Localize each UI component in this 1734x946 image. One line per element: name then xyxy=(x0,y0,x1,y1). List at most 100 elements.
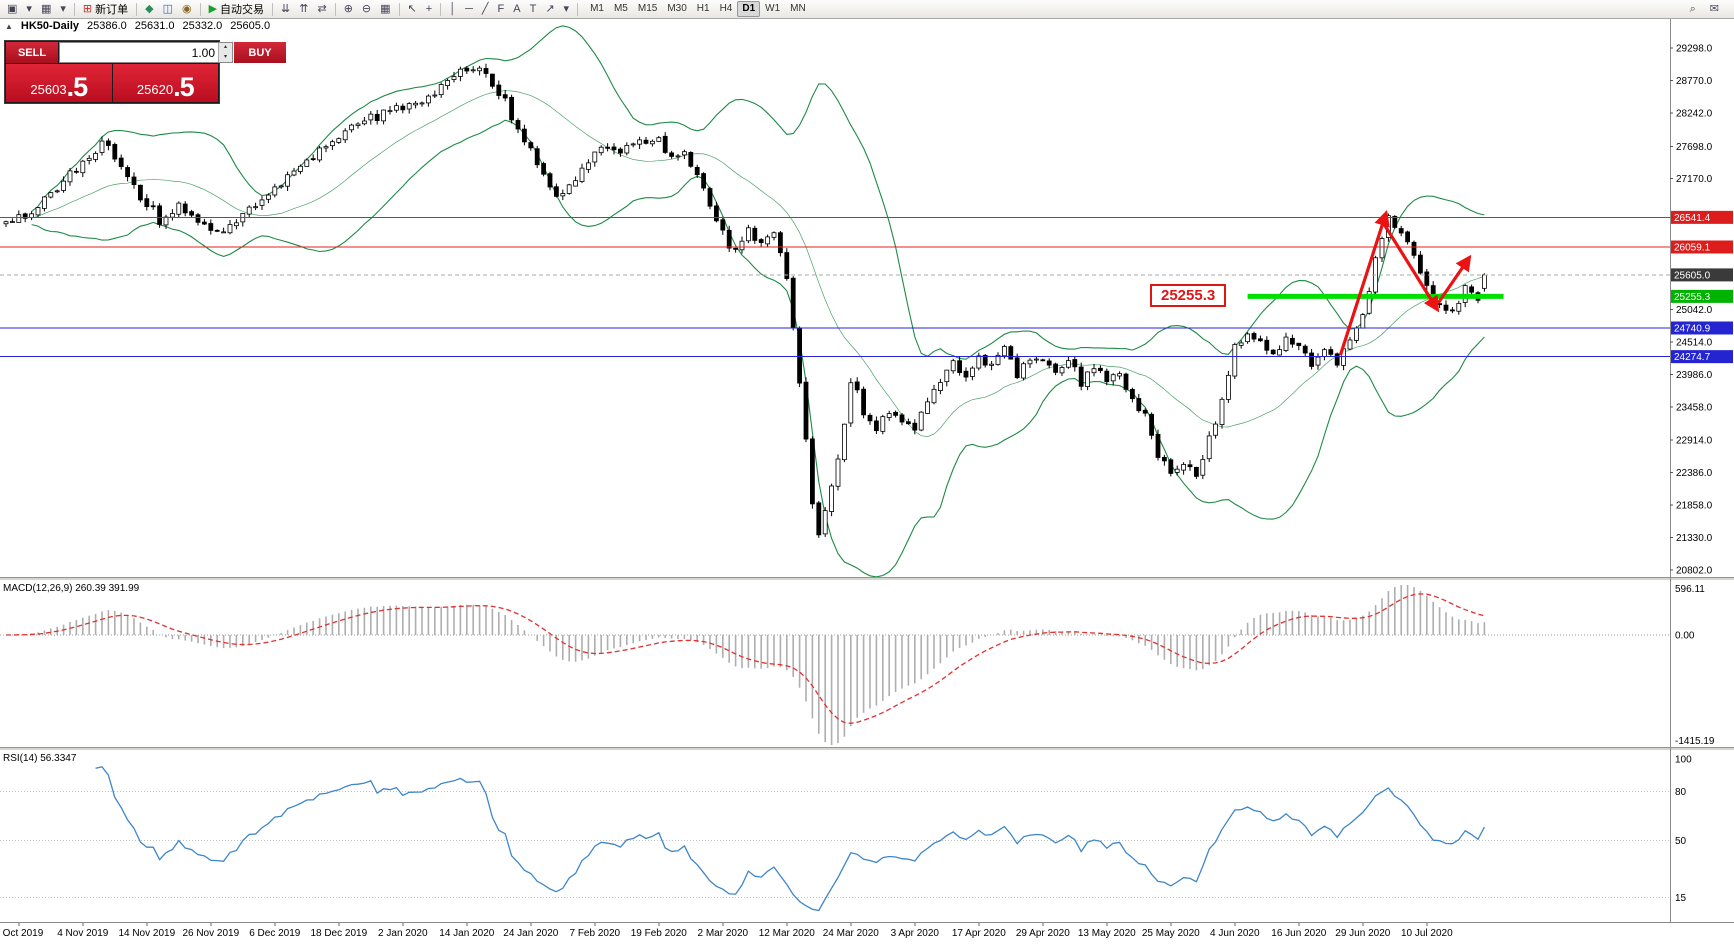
zoom-out-icon: ⊖ xyxy=(361,3,372,15)
profiles-button[interactable]: ▦ xyxy=(37,0,55,18)
arrows-button[interactable]: ↗ xyxy=(541,0,558,18)
shapes-dropdown[interactable]: ▾ xyxy=(560,0,574,18)
toolbar-separator xyxy=(398,2,400,16)
trend-arrow xyxy=(1338,209,1390,356)
grid-button[interactable]: ▦ xyxy=(376,0,394,18)
rsi-axis-label: 50 xyxy=(1675,836,1687,847)
new-chart-button[interactable]: ▣ xyxy=(3,0,21,18)
chart-canvas[interactable]: 596.11 0.00 -1415.19 100 80 50 15 29298.0 28770.… xyxy=(0,18,1734,946)
tile-windows-button[interactable]: ⇄ xyxy=(313,0,330,18)
buy-button[interactable]: BUY xyxy=(234,42,286,63)
buy-price-button[interactable]: 25620.5 xyxy=(112,64,218,102)
svg-text:25605.0: 25605.0 xyxy=(1674,270,1711,281)
date-axis[interactable]: 3 Oct 2019 4 Nov 2019 14 Nov 2019 26 Nov 20… xyxy=(0,923,1453,939)
rsi-axis-label: 80 xyxy=(1675,787,1687,798)
timeframe-m5-button[interactable]: M5 xyxy=(613,3,628,14)
toolbar-separator xyxy=(577,2,579,16)
toolbar-separator xyxy=(199,2,201,16)
vertical-line-button[interactable]: │ xyxy=(445,0,460,18)
date-axis-label: 18 Dec 2019 xyxy=(310,928,367,939)
date-axis-label: 12 Mar 2020 xyxy=(759,928,816,939)
data-window-button[interactable]: ◫ xyxy=(159,0,177,18)
volume-down-icon[interactable]: ▾ xyxy=(219,52,232,62)
pane-splitter[interactable] xyxy=(0,577,1734,581)
macd-indicator-label: MACD(12,26,9) 260.39 391.99 xyxy=(3,583,140,594)
ohlc-high: 25631.0 xyxy=(134,20,175,32)
support-price-label[interactable]: 25255.3 xyxy=(1150,284,1227,308)
timeframe-m30-button[interactable]: M30 xyxy=(667,3,687,14)
ohlc-open: 25386.0 xyxy=(87,20,127,32)
timeframe-m1-button[interactable]: M1 xyxy=(590,3,604,14)
toolbar-separator xyxy=(440,2,442,16)
zoom-in-button[interactable]: ⊕ xyxy=(340,0,357,18)
text-button[interactable]: A xyxy=(509,0,524,18)
date-axis-label: 4 Jun 2020 xyxy=(1210,928,1260,939)
profiles-dropdown[interactable]: ▾ xyxy=(56,0,70,18)
timeframe-h4-button[interactable]: H4 xyxy=(719,3,733,14)
one-click-trading-panel: SELL ▴▾ BUY 25603.5 25620.5 xyxy=(4,40,286,104)
date-axis-label: 6 Dec 2019 xyxy=(249,928,301,939)
price-axis-label: 24514.0 xyxy=(1676,337,1713,348)
data-window-icon: ◫ xyxy=(162,3,173,15)
sell-price-button[interactable]: 25603.5 xyxy=(6,64,112,102)
price-axis-label: 25042.0 xyxy=(1676,305,1713,316)
sort-ascending-button[interactable]: ⇈ xyxy=(295,0,312,18)
timeframe-w1-button[interactable]: W1 xyxy=(765,3,781,14)
ohlc-low: 25332.0 xyxy=(182,20,223,32)
macd-signal-line xyxy=(6,593,1485,724)
navigator-button[interactable]: ◉ xyxy=(178,0,196,18)
feedback-icon[interactable]: ✉ xyxy=(1706,0,1723,18)
cursor-button[interactable]: ↖ xyxy=(404,0,421,18)
toolbar-right-group: ⌕ ✉ xyxy=(1686,0,1731,18)
price-axis-label: 20802.0 xyxy=(1676,566,1713,577)
fibonacci-button[interactable]: F xyxy=(494,0,509,18)
last-close-line-badge xyxy=(1671,268,1733,282)
timeframe-mn-button[interactable]: MN xyxy=(790,3,806,14)
timeframe-d1-button[interactable]: D1 xyxy=(737,1,761,17)
date-axis-label: 4 Nov 2019 xyxy=(57,928,109,939)
sort-descending-button[interactable]: ⇊ xyxy=(277,0,294,18)
ohlc-close: 25605.0 xyxy=(230,20,271,32)
volume-input[interactable] xyxy=(60,43,218,62)
annotation-arrows[interactable] xyxy=(1338,209,1472,356)
symbol-timeframe-label: HK50-Daily xyxy=(20,20,79,32)
svg-text:26059.1: 26059.1 xyxy=(1674,243,1711,254)
volume-up-icon[interactable]: ▴ xyxy=(219,43,232,53)
support-price-badge xyxy=(1671,289,1733,303)
macd-axis-min: -1415.19 xyxy=(1675,736,1715,747)
rsi-line xyxy=(95,766,1485,912)
horizontal-line-button[interactable]: ─ xyxy=(461,0,477,18)
new-order-button[interactable]: ⊞ 新订单 xyxy=(79,0,132,18)
new-chart-dropdown[interactable]: ▾ xyxy=(22,0,36,18)
toolbar: ▣ ▾ ▦ ▾ ⊞ 新订单 ◆ ◫ ◉ ▶ 自动交易 ⇊ ⇈ ⇄ ⊕ ⊖ ▦ ↖ + │ ─ ╱ F A T ↗ ▾ M1 M5 M15… xyxy=(0,0,1734,19)
timeframe-m15-button[interactable]: M15 xyxy=(637,3,658,14)
vertical-line-icon: │ xyxy=(449,3,457,15)
search-icon[interactable]: ⌕ xyxy=(1686,0,1700,18)
price-axis-label: 28770.0 xyxy=(1676,76,1713,87)
trendline-button[interactable]: ╱ xyxy=(478,0,493,18)
shapes-icon: ▾ xyxy=(563,3,570,15)
sell-button[interactable]: SELL xyxy=(6,42,58,63)
price-axis-label: 27170.0 xyxy=(1676,174,1713,185)
buy-price-main: 25620 xyxy=(136,82,174,97)
auto-trading-button[interactable]: ▶ 自动交易 xyxy=(205,0,268,18)
search-icon: ⌕ xyxy=(1689,3,1696,15)
support-line-2-badge xyxy=(1671,350,1733,364)
date-axis-label: 17 Apr 2020 xyxy=(952,928,1006,939)
price-axis-label: 29298.0 xyxy=(1676,44,1713,55)
cursor-icon: ↖ xyxy=(407,3,417,15)
collapse-panel-icon[interactable]: ▲ xyxy=(5,21,13,31)
macd-axis-max: 596.11 xyxy=(1675,584,1705,595)
date-axis-label: 25 May 2020 xyxy=(1142,928,1200,939)
pane-splitter[interactable] xyxy=(0,747,1734,751)
crosshair-button[interactable]: + xyxy=(422,0,436,18)
zoom-out-button[interactable]: ⊖ xyxy=(358,0,375,18)
sort-descending-icon: ⇊ xyxy=(281,3,291,15)
timeframe-h1-button[interactable]: H1 xyxy=(696,3,710,14)
market-watch-button[interactable]: ◆ xyxy=(141,0,157,18)
rsi-axis-label: 15 xyxy=(1675,893,1687,904)
label-button[interactable]: T xyxy=(526,0,541,18)
zoom-in-icon: ⊕ xyxy=(343,3,353,15)
date-axis-label: 3 Oct 2019 xyxy=(0,928,44,939)
horizontal-line-icon: ─ xyxy=(465,3,473,15)
